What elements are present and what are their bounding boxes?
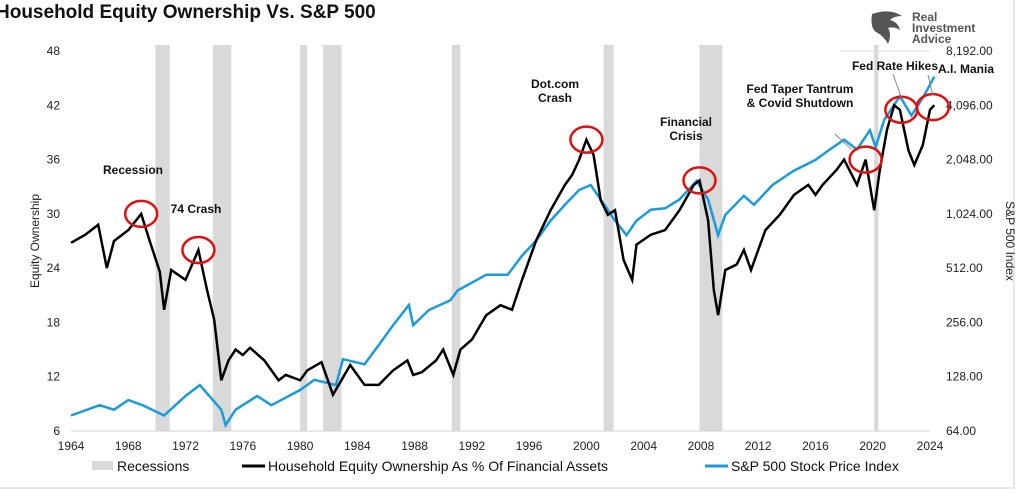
x-tick-label: 2020: [859, 439, 886, 453]
y2-tick-label: 512.00: [946, 261, 983, 275]
highlight-circle: [848, 145, 883, 174]
x-tick-label: 2016: [802, 439, 829, 453]
x-tick-label: 1972: [172, 439, 199, 453]
y-tick-label: 30: [47, 207, 61, 221]
recession-band: [699, 45, 723, 431]
annotation-label: Crisis: [669, 129, 703, 143]
svg-text:Real: Real: [912, 10, 937, 24]
y2-tick-label: 2,048.00: [946, 153, 993, 167]
y-tick-label: 48: [47, 44, 61, 58]
recession-bands: [155, 45, 879, 431]
highlight-circle: [569, 125, 604, 154]
legend-swatch-recessions: [92, 461, 113, 470]
y2-tick-label: 8,192.00: [946, 44, 993, 58]
annotation-leader-line: [892, 73, 902, 98]
recession-band: [300, 45, 308, 431]
y-tick-label: 6: [53, 424, 60, 438]
highlight-circle: [181, 235, 216, 265]
x-tick-label: 1992: [459, 439, 486, 453]
x-tick-label: 1988: [401, 439, 428, 453]
annotation-label: Dot.com: [531, 77, 579, 91]
x-tick-label: 1996: [516, 439, 543, 453]
legend: Recessions Household Equity Ownership As…: [92, 458, 899, 474]
highlight-circle: [682, 166, 717, 195]
highlight-circle: [123, 199, 159, 229]
y-tick-label: 24: [47, 261, 61, 275]
legend-label-recessions: Recessions: [117, 458, 189, 474]
x-tick-label: 2012: [745, 439, 772, 453]
annotation-label: A.I. Mania: [938, 62, 994, 76]
y-axis-label: Equity Ownership: [28, 194, 42, 288]
annotation-label: Fed Taper Tantrum: [747, 82, 854, 96]
y2-tick-label: 1,024.00: [946, 207, 993, 221]
x-tick-label: 2024: [917, 439, 944, 453]
annotation-label: Recession: [103, 163, 163, 177]
chart-title: Household Equity Ownership Vs. S&P 500: [0, 2, 376, 23]
legend-label-sp500: S&P 500 Stock Price Index: [731, 458, 899, 474]
sp500-series-line: [70, 76, 936, 429]
x-tick-label: 2000: [573, 439, 600, 453]
x-tick-label: 2008: [688, 439, 715, 453]
annotation-label: & Covid Shutdown: [747, 96, 854, 110]
y2-axis-label: S&P 500 Index: [1003, 201, 1017, 281]
legend-label-equity: Household Equity Ownership As % Of Finan…: [268, 458, 608, 474]
x-tick-label: 1984: [344, 439, 371, 453]
recession-band: [451, 45, 461, 431]
y2-tick-label: 4,096.00: [946, 98, 993, 112]
y2-tick-label: 256.00: [946, 315, 983, 329]
x-tick-label: 1976: [229, 439, 256, 453]
x-tick-label: 2004: [630, 439, 657, 453]
y-tick-label: 18: [47, 315, 61, 329]
annotation-label: 74 Crash: [171, 202, 222, 216]
y2-tick-label: 128.00: [946, 370, 983, 384]
recession-band: [603, 45, 614, 431]
equity-series-line: [70, 103, 936, 398]
svg-text:Advice: Advice: [912, 32, 952, 46]
x-tick-label: 1980: [287, 439, 314, 453]
annotation-leader-line: [834, 133, 852, 150]
eagle-icon: [871, 11, 902, 44]
x-tick-label: 1964: [58, 439, 85, 453]
recession-band: [212, 45, 232, 431]
y-tick-label: 42: [47, 98, 61, 112]
recession-band: [874, 45, 879, 431]
annotation-label: Financial: [660, 115, 712, 129]
y-tick-label: 12: [47, 370, 61, 384]
annotation-label: Fed Rate Hikes: [852, 59, 938, 73]
y-tick-label: 36: [47, 153, 61, 167]
logo: Real Investment Advice: [871, 10, 975, 46]
annotation-leader-line: [927, 74, 934, 96]
annotation-label: Crash: [538, 91, 572, 105]
recession-band: [322, 45, 342, 431]
recession-band: [155, 45, 170, 431]
svg-text:Investment: Investment: [912, 21, 975, 35]
x-tick-label: 1968: [115, 439, 142, 453]
y2-tick-label: 64.00: [946, 424, 976, 438]
